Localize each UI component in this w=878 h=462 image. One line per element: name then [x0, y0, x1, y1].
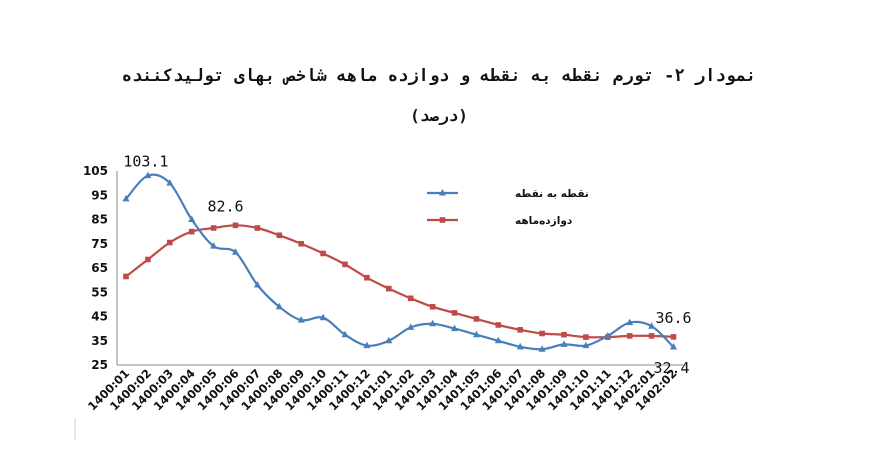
data-point-1	[232, 222, 239, 229]
data-point-1	[583, 334, 589, 340]
data-point-0	[275, 302, 283, 310]
data-point-0	[538, 345, 546, 352]
data-point-0	[385, 336, 393, 344]
data-point-1	[539, 330, 545, 337]
data-point-1	[342, 261, 348, 268]
chart-subtitle: (درصد)	[410, 106, 468, 125]
data-point-0	[341, 330, 349, 338]
data-point-0	[648, 322, 656, 329]
data-label: 32.4	[653, 359, 689, 377]
data-point-1	[320, 250, 326, 257]
data-point-1	[188, 228, 195, 235]
legend-label-0: نقطه به نقطه	[515, 188, 589, 200]
data-point-1	[276, 232, 283, 239]
data-point-1	[473, 316, 480, 322]
data-point-0	[582, 341, 590, 349]
data-point-0	[297, 316, 305, 323]
legend-marker-0	[439, 189, 446, 196]
data-label: 36.6	[655, 309, 691, 327]
data-point-0	[604, 331, 612, 339]
data-point-0	[122, 194, 130, 202]
data-point-1	[451, 310, 458, 316]
y-tick-label: 75	[91, 237, 108, 251]
y-tick-label: 65	[91, 261, 108, 275]
data-label: 103.1	[123, 153, 168, 171]
data-point-0	[144, 171, 152, 179]
data-point-0	[407, 323, 415, 330]
data-point-1	[517, 327, 523, 333]
chart-title: نمودار ۲- تورم نقطه به نقطه و دوازده ماه…	[121, 66, 757, 86]
data-point-1	[429, 304, 436, 310]
data-point-0	[210, 242, 218, 249]
data-point-0	[560, 340, 568, 347]
y-tick-label: 35	[91, 334, 108, 348]
legend-marker-1	[439, 217, 446, 223]
data-point-1	[626, 333, 633, 339]
data-point-1	[210, 225, 217, 231]
data-point-0	[188, 215, 196, 222]
data-point-0	[494, 336, 502, 344]
y-tick-label: 45	[91, 310, 108, 324]
data-point-0	[472, 330, 480, 338]
data-point-1	[364, 274, 370, 281]
data-point-0	[626, 318, 634, 326]
legend-label-1: دوازده‌ماهه	[515, 215, 573, 227]
data-point-0	[166, 179, 174, 186]
data-point-1	[167, 239, 173, 246]
data-point-1	[386, 285, 392, 292]
data-point-0	[451, 324, 458, 332]
data-point-0	[516, 342, 524, 350]
data-point-1	[648, 333, 655, 339]
data-point-1	[495, 322, 502, 328]
data-point-1	[298, 240, 304, 247]
y-tick-label: 25	[91, 358, 108, 372]
data-point-1	[407, 295, 414, 302]
data-point-0	[232, 248, 239, 255]
data-point-1	[561, 331, 567, 338]
data-label: 82.6	[207, 197, 243, 215]
y-tick-label: 85	[91, 213, 108, 227]
data-point-0	[670, 343, 677, 350]
data-point-0	[319, 313, 327, 321]
data-point-0	[363, 341, 371, 349]
y-tick-label: 55	[91, 285, 108, 299]
data-point-0	[429, 319, 437, 327]
data-point-1	[670, 334, 677, 340]
data-point-1	[254, 225, 261, 231]
y-tick-label: 95	[91, 188, 108, 202]
data-point-1	[123, 273, 129, 280]
data-point-1	[145, 256, 151, 263]
y-tick-label: 105	[83, 164, 108, 178]
data-point-0	[253, 280, 261, 288]
